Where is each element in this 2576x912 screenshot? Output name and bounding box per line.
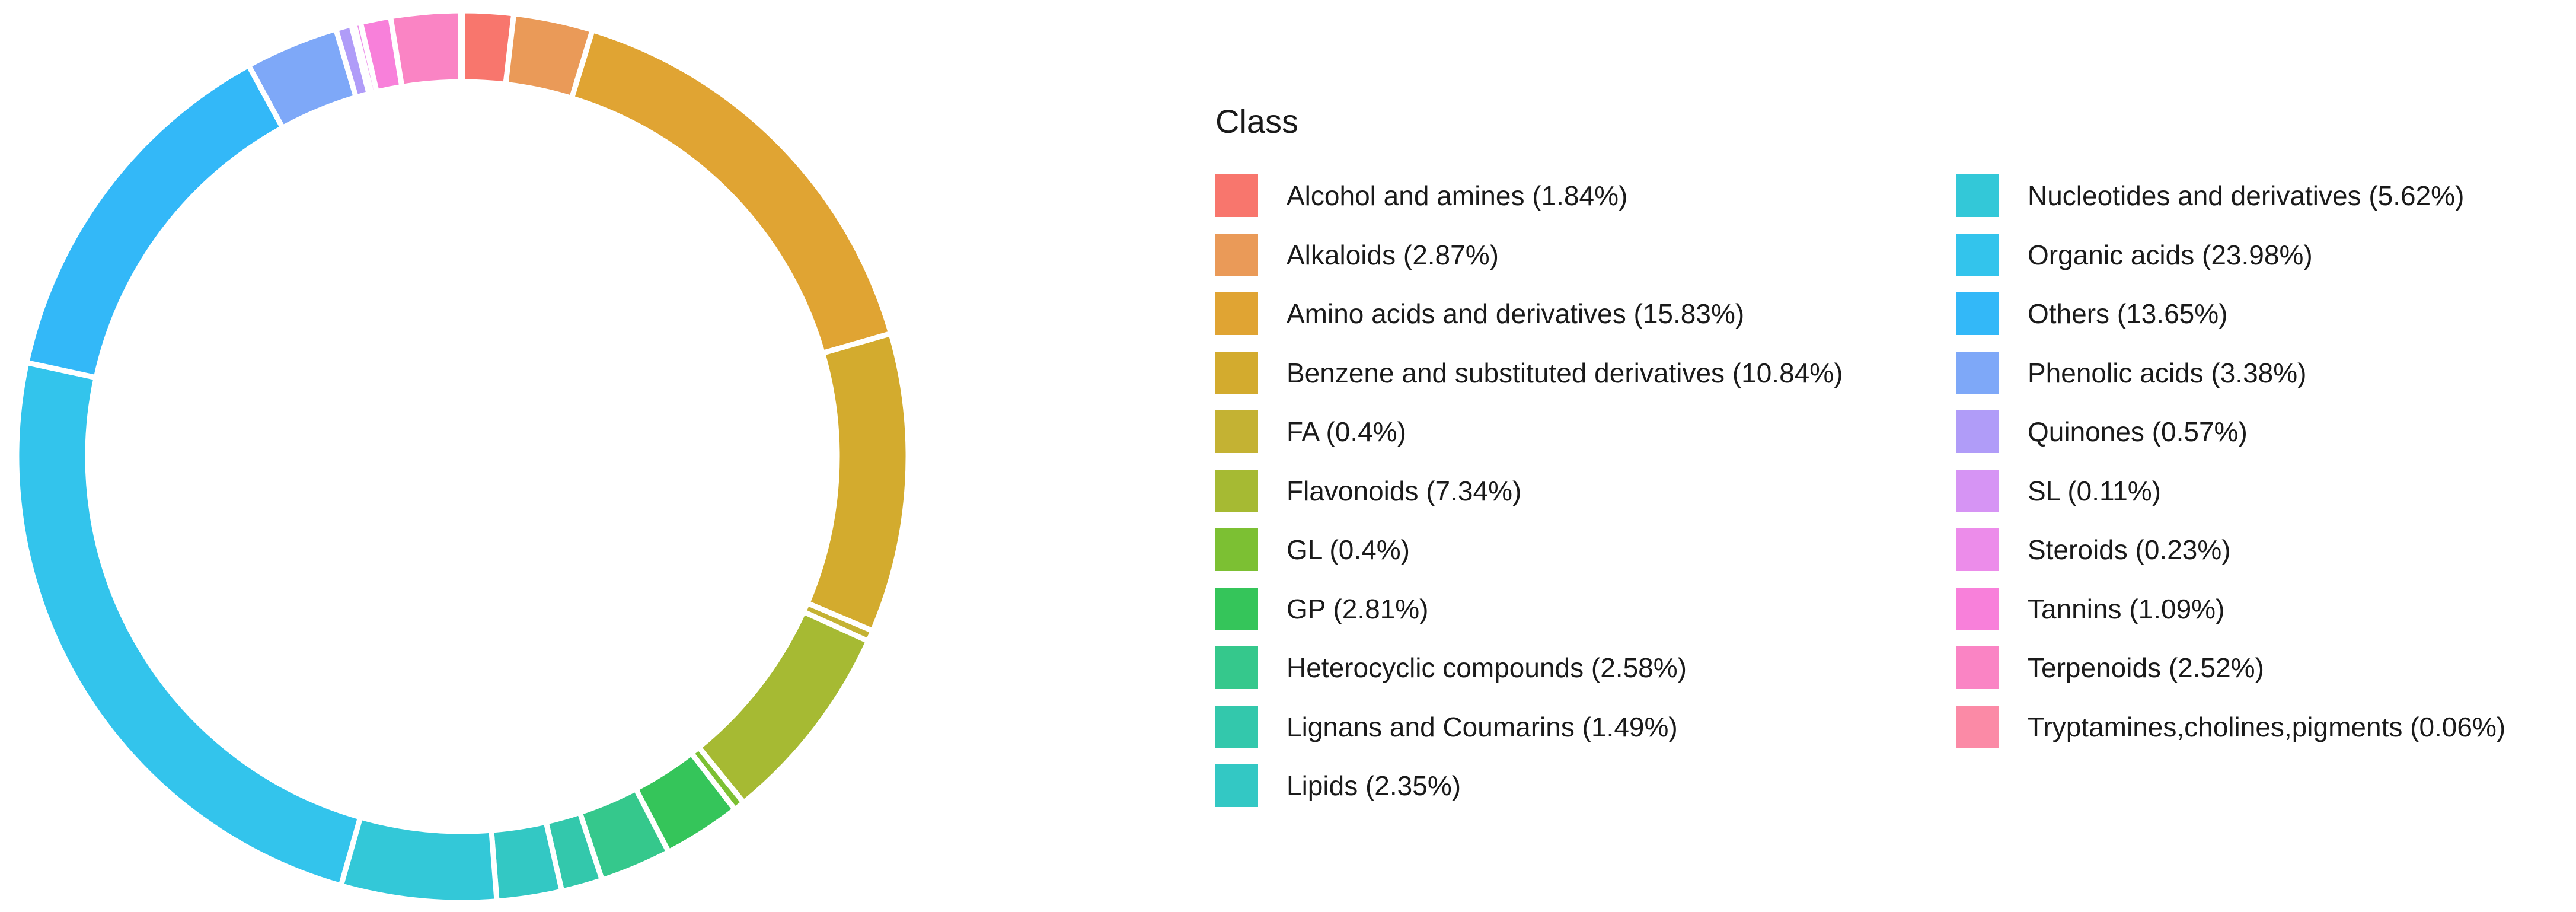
legend-item: Others (13.65%) xyxy=(1956,290,2227,337)
legend-swatch xyxy=(1215,705,1258,748)
legend-swatch xyxy=(1956,587,1999,630)
legend-label: Amino acids and derivatives (15.83%) xyxy=(1287,298,1745,329)
legend-label: FA (0.4%) xyxy=(1287,416,1406,447)
legend-label: Phenolic acids (3.38%) xyxy=(2028,357,2307,388)
legend-swatch xyxy=(1215,646,1258,689)
legend: Class Alcohol and amines (1.84%) Alkaloid… xyxy=(1215,101,2567,812)
legend-swatch xyxy=(1956,528,1999,571)
slice-11 xyxy=(337,814,500,905)
legend-label: Others (13.65%) xyxy=(2028,298,2228,329)
slice-12 xyxy=(14,359,364,889)
legend-item: Tryptamines,cholines,pigments (0.06%) xyxy=(1956,703,2505,751)
slice-10 xyxy=(488,818,566,904)
legend-label: Terpenoids (2.52%) xyxy=(2028,652,2264,683)
legend-swatch xyxy=(1215,174,1258,217)
legend-label: Benzene and substituted derivatives (10.… xyxy=(1287,357,1843,388)
legend-label: Lignans and Coumarins (1.49%) xyxy=(1287,711,1678,742)
slice-3 xyxy=(803,330,911,634)
legend-item: Terpenoids (2.52%) xyxy=(1956,644,2264,691)
donut-chart xyxy=(14,8,911,905)
slice-2 xyxy=(568,27,895,357)
legend-item: Tannins (1.09%) xyxy=(1956,585,2224,633)
legend-swatch xyxy=(1956,469,1999,512)
legend-swatch xyxy=(1956,174,1999,217)
slice-5 xyxy=(695,608,872,806)
legend-item: Steroids (0.23%) xyxy=(1956,526,2231,573)
legend-item: Lignans and Coumarins (1.49%) xyxy=(1215,703,1678,751)
legend-swatch xyxy=(1215,233,1258,276)
legend-swatch xyxy=(1215,469,1258,512)
legend-item: Heterocyclic compounds (2.58%) xyxy=(1215,644,1687,691)
legend-item: Quinones (0.57%) xyxy=(1956,408,2248,455)
legend-item: Alkaloids (2.87%) xyxy=(1215,231,1499,279)
legend-label: GP (2.81%) xyxy=(1287,593,1429,624)
legend-swatch xyxy=(1215,528,1258,571)
legend-item: Amino acids and derivatives (15.83%) xyxy=(1215,290,1744,337)
legend-swatch xyxy=(1956,410,1999,453)
legend-swatch xyxy=(1215,292,1258,335)
legend-item: Nucleotides and derivatives (5.62%) xyxy=(1956,172,2464,219)
legend-label: Lipids (2.35%) xyxy=(1287,770,1461,801)
donut-slices xyxy=(14,8,911,905)
legend-item: Phenolic acids (3.38%) xyxy=(1956,349,2306,397)
slice-13 xyxy=(23,62,286,381)
legend-item: FA (0.4%) xyxy=(1215,408,1406,455)
legend-item: Flavonoids (7.34%) xyxy=(1215,467,1521,515)
legend-label: Flavonoids (7.34%) xyxy=(1287,475,1522,506)
legend-item: GL (0.4%) xyxy=(1215,526,1410,573)
legend-label: SL (0.11%) xyxy=(2028,475,2161,506)
legend-label: GL (0.4%) xyxy=(1287,534,1410,565)
legend-swatch xyxy=(1956,292,1999,335)
legend-swatch xyxy=(1215,587,1258,630)
legend-swatch xyxy=(1956,705,1999,748)
legend-title: Class xyxy=(1215,103,1299,140)
legend-label: Nucleotides and derivatives (5.62%) xyxy=(2028,180,2465,211)
legend-item: Lipids (2.35%) xyxy=(1215,762,1461,809)
legend-swatch xyxy=(1956,351,1999,394)
slice-19 xyxy=(387,8,464,90)
legend-swatch xyxy=(1956,646,1999,689)
legend-label: Heterocyclic compounds (2.58%) xyxy=(1287,652,1687,683)
legend-item: SL (0.11%) xyxy=(1956,467,2161,515)
legend-label: Alcohol and amines (1.84%) xyxy=(1287,180,1628,211)
legend-label: Quinones (0.57%) xyxy=(2028,416,2248,447)
legend-item: Benzene and substituted derivatives (10.… xyxy=(1215,349,1843,397)
legend-item: Alcohol and amines (1.84%) xyxy=(1215,172,1627,219)
legend-label: Steroids (0.23%) xyxy=(2028,534,2231,565)
legend-label: Tryptamines,cholines,pigments (0.06%) xyxy=(2028,711,2506,742)
legend-swatch xyxy=(1215,351,1258,394)
legend-label: Organic acids (23.98%) xyxy=(2028,239,2313,270)
legend-label: Tannins (1.09%) xyxy=(2028,593,2225,624)
legend-item: GP (2.81%) xyxy=(1215,585,1428,633)
legend-item: Organic acids (23.98%) xyxy=(1956,231,2313,279)
legend-label: Alkaloids (2.87%) xyxy=(1287,239,1499,270)
slice-20 xyxy=(458,8,465,85)
legend-swatch xyxy=(1215,410,1258,453)
legend-swatch xyxy=(1215,764,1258,807)
legend-swatch xyxy=(1956,233,1999,276)
